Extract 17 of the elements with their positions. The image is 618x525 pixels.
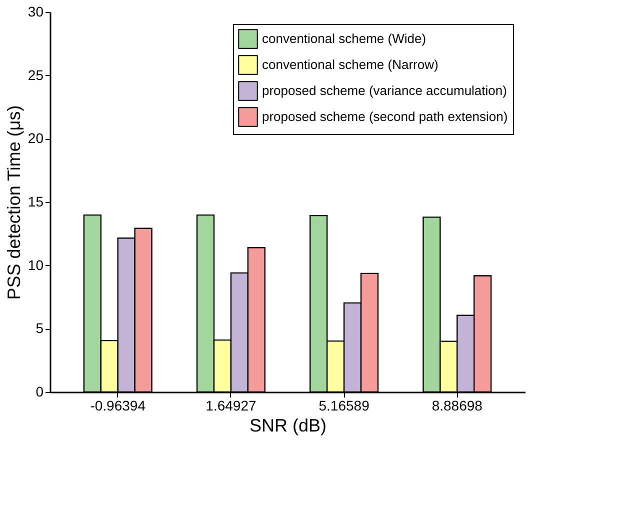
- legend-label: proposed scheme (second path extension): [262, 109, 508, 124]
- y-tick-label: 5: [36, 320, 44, 336]
- y-tick-label: 0: [36, 384, 44, 400]
- y-tick-label: 25: [28, 66, 44, 83]
- x-tick-label: 1.64927: [206, 398, 256, 414]
- legend-label: conventional scheme (Wide): [262, 31, 426, 46]
- y-tick-label: 10: [28, 256, 44, 273]
- x-tick-label: 5.16589: [318, 398, 370, 414]
- legend-label: proposed scheme (variance accumulation): [262, 83, 507, 98]
- x-axis-title: SNR (dB): [249, 416, 327, 436]
- legend-label: conventional scheme (Narrow): [262, 57, 438, 72]
- y-tick-label: 15: [28, 194, 44, 210]
- x-tick-label: -0.96394: [90, 398, 146, 414]
- x-tick-label: 8.88698: [432, 398, 483, 414]
- y-tick-label: 20: [28, 130, 44, 146]
- y-axis-title: PSS detection Time (μs): [4, 105, 24, 300]
- y-tick-label: 30: [28, 4, 44, 20]
